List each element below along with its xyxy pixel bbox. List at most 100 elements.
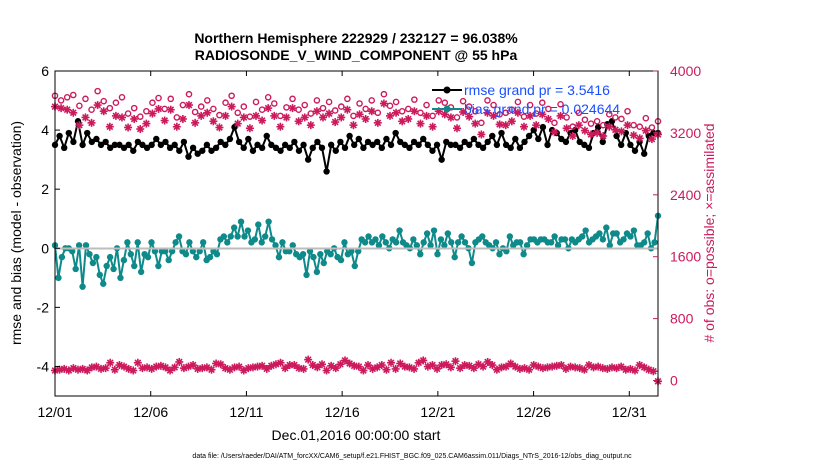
point-obs-count-bottom	[83, 366, 92, 375]
point-obs-assimilated	[215, 123, 224, 132]
point-obs-assimilated	[465, 112, 474, 121]
point-rmse	[120, 144, 128, 152]
point-rmse	[443, 138, 450, 146]
point-obs-assimilated	[264, 104, 273, 113]
point-obs-assimilated	[337, 113, 346, 122]
point-obs-possible	[642, 114, 650, 122]
point-rmse	[627, 141, 634, 149]
point-obs-count-bottom	[359, 366, 368, 375]
point-rmse	[84, 129, 91, 137]
point-bias	[137, 268, 145, 276]
point-obs-possible	[599, 121, 607, 129]
x-tick-label: 12/01	[37, 404, 72, 420]
point-bias	[561, 236, 569, 243]
point-obs-assimilated	[227, 102, 236, 111]
point-obs-possible	[581, 116, 589, 124]
point-obs-possible	[124, 110, 132, 117]
y-right-tick-label: 0	[670, 373, 678, 389]
point-obs-possible	[94, 87, 101, 95]
point-rmse	[355, 135, 363, 143]
point-obs-assimilated	[623, 121, 632, 130]
point-bias	[620, 236, 627, 243]
point-bias	[155, 262, 162, 270]
point-rmse	[240, 144, 247, 152]
point-bias	[230, 224, 238, 231]
point-obs-possible	[307, 110, 315, 117]
point-bias	[317, 250, 324, 258]
point-obs-assimilated	[580, 126, 589, 135]
point-obs-count-bottom	[299, 364, 308, 373]
point-obs-possible	[362, 105, 369, 113]
point-bias	[520, 250, 527, 258]
point-bias	[430, 227, 438, 234]
point-obs-assimilated	[513, 108, 522, 117]
point-bias	[182, 250, 190, 258]
point-obs-assimilated	[178, 114, 187, 123]
point-obs-count-bottom	[451, 357, 460, 366]
point-bias	[127, 250, 135, 258]
point-obs-count-bottom	[331, 364, 340, 373]
point-bias	[72, 265, 79, 273]
chart-title-line2: RADIOSONDE_V_WIND_COMPONENT @ 55 hPa	[195, 47, 518, 63]
point-bias	[355, 248, 362, 255]
point-obs-assimilated	[459, 108, 468, 117]
point-obs-possible	[252, 98, 260, 106]
point-rmse	[88, 138, 96, 146]
point-rmse	[327, 141, 335, 149]
point-bias	[89, 259, 97, 267]
point-obs-possible	[545, 105, 552, 113]
point-obs-assimilated	[105, 122, 114, 131]
point-rmse	[530, 126, 537, 134]
point-rmse	[392, 129, 399, 137]
point-rmse	[277, 147, 284, 154]
point-rmse	[314, 138, 321, 146]
point-rmse	[291, 138, 298, 146]
point-obs-assimilated	[99, 107, 108, 116]
point-rmse	[599, 138, 606, 146]
point-rmse	[337, 138, 344, 146]
point-obs-count-bottom	[382, 365, 391, 374]
point-bias	[392, 239, 400, 246]
point-obs-assimilated	[641, 126, 650, 135]
point-rmse	[424, 141, 432, 149]
point-obs-assimilated	[373, 118, 382, 127]
point-rmse	[539, 123, 547, 131]
x-tick-label: 12/21	[420, 404, 455, 420]
y-left-tick-label: 6	[41, 63, 49, 79]
point-rmse	[111, 141, 119, 149]
y-axis-label-left: rmse and bias (model - observation)	[8, 121, 24, 345]
point-bias	[523, 242, 531, 249]
point-obs-possible	[270, 100, 278, 107]
point-obs-possible	[167, 95, 175, 103]
point-obs-possible	[557, 100, 564, 108]
point-rmse	[199, 147, 206, 154]
point-obs-count-bottom	[387, 358, 396, 367]
point-bias	[96, 271, 103, 279]
point-obs-possible	[356, 100, 363, 107]
point-bias	[613, 230, 620, 237]
point-obs-assimilated	[209, 117, 218, 126]
point-obs-possible	[118, 94, 126, 101]
point-rmse	[162, 138, 169, 146]
point-obs-possible	[380, 90, 388, 98]
point-obs-assimilated	[593, 128, 602, 137]
point-obs-possible	[264, 94, 272, 101]
point-rmse	[130, 147, 137, 154]
point-obs-possible	[514, 98, 522, 106]
point-bias	[148, 239, 155, 246]
point-bias	[351, 262, 358, 270]
point-rmse	[286, 144, 293, 152]
point-obs-possible	[301, 101, 309, 109]
point-obs-assimilated	[118, 113, 126, 122]
point-bias	[272, 242, 279, 249]
point-obs-assimilated	[288, 104, 297, 113]
point-bias	[451, 253, 458, 261]
point-rmse	[383, 135, 390, 143]
point-obs-assimilated	[556, 111, 565, 120]
point-obs-assimilated	[355, 110, 364, 119]
point-rmse	[295, 147, 303, 154]
point-bias	[58, 253, 66, 261]
point-obs-assimilated	[501, 121, 510, 130]
point-obs-possible	[82, 95, 89, 103]
series-layer	[51, 87, 662, 386]
